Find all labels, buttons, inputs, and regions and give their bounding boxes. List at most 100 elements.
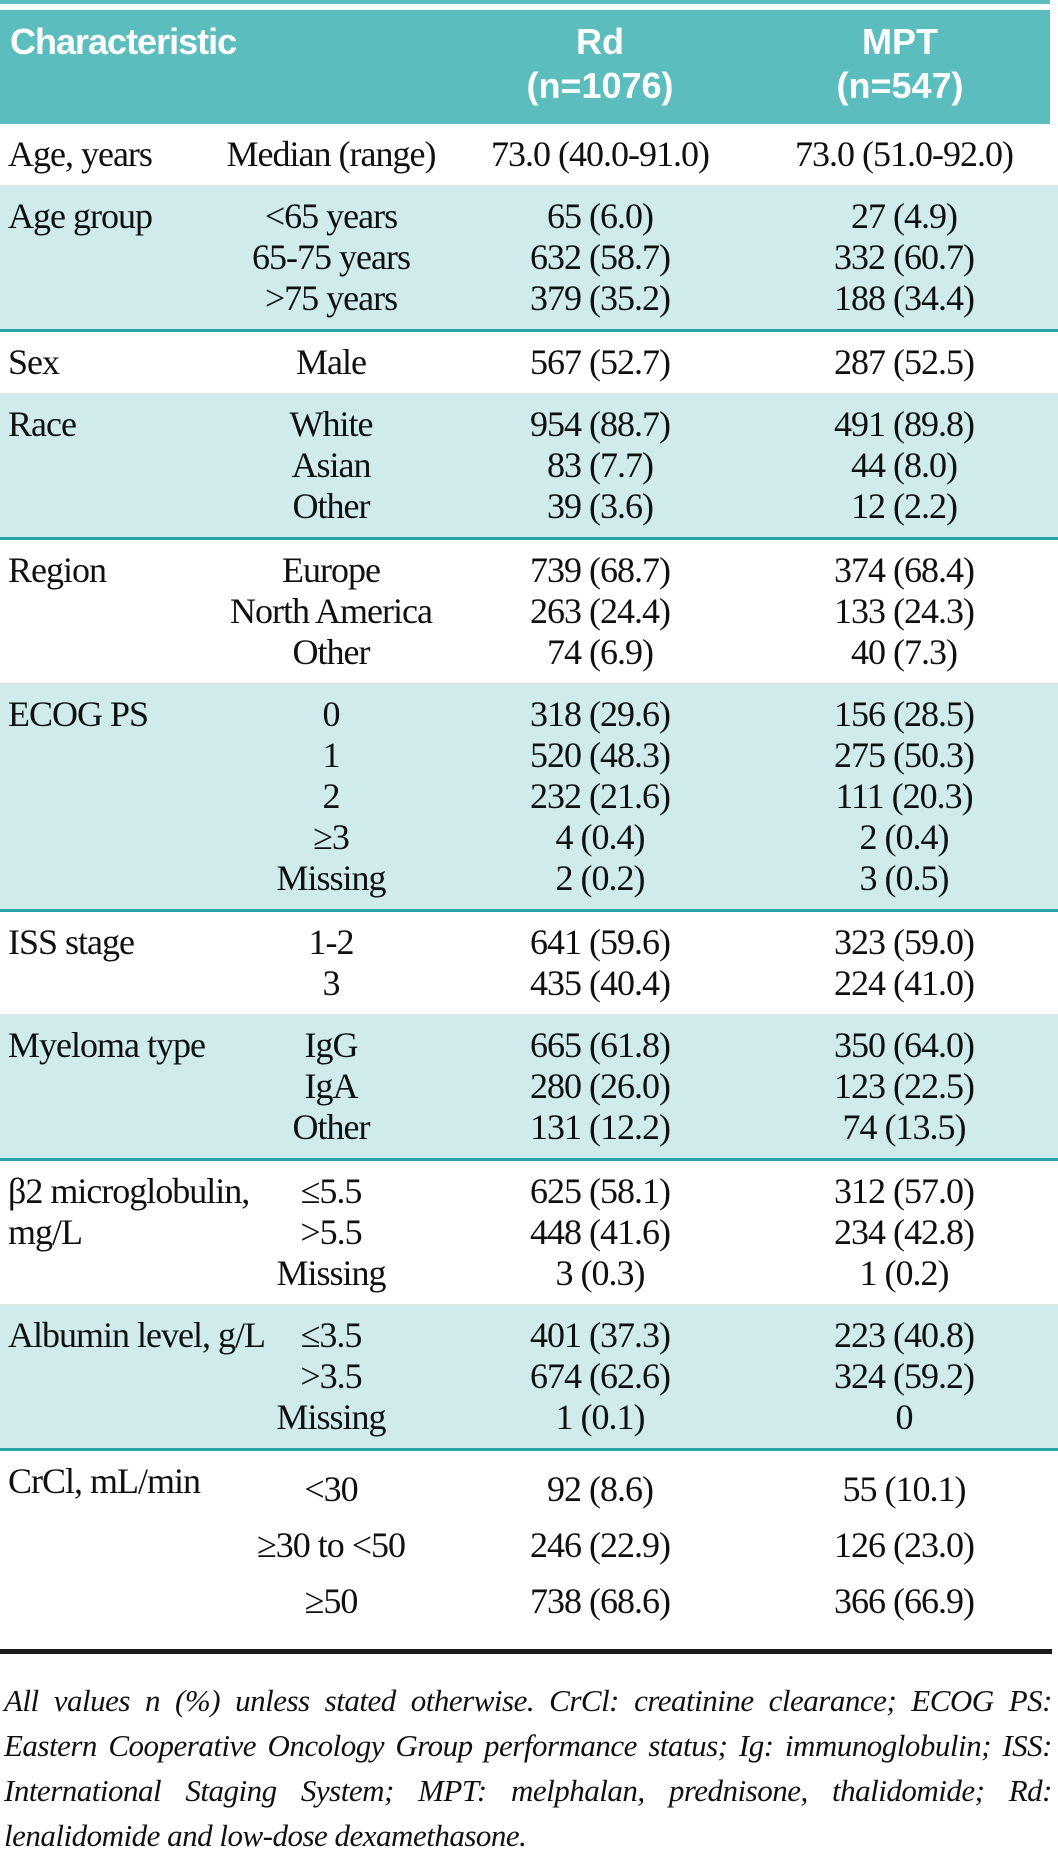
row-mpt-value: 44 (8.0) bbox=[851, 445, 958, 485]
row-subcategory: IgA bbox=[304, 1066, 359, 1106]
row-mpt-value: 188 (34.4) bbox=[834, 278, 975, 318]
table-top-rule bbox=[0, 0, 1050, 4]
header-characteristic: Characteristic bbox=[10, 21, 237, 62]
row-subcategory: Other bbox=[292, 1107, 371, 1147]
table-row: ≥50 738 (68.6) 366 (66.9) bbox=[212, 1573, 1058, 1629]
row-rd-value: 4 (0.4) bbox=[555, 817, 646, 857]
row-mpt-value: 74 (13.5) bbox=[842, 1107, 967, 1147]
section-label: Region bbox=[8, 550, 107, 590]
section-rows: Median (range) 73.0 (40.0-91.0) 73.0 (51.0… bbox=[212, 134, 1058, 175]
section-label: Age group bbox=[8, 196, 153, 236]
section-rows: 0 318 (29.6) 156 (28.5) 1 520 (48.3) 275 (50.… bbox=[212, 694, 1058, 899]
section-label: ECOG PS bbox=[8, 694, 149, 734]
section-rows: ≤5.5 625 (58.1) 312 (57.0) >5.5 448 (41.6) 23… bbox=[212, 1171, 1058, 1294]
row-subcategory: Male bbox=[296, 342, 367, 382]
section-rows: <30 92 (8.6) 55 (10.1) ≥30 to <50 246 (22.9)… bbox=[212, 1461, 1058, 1629]
header-rd-column: Rd (n=1076) bbox=[450, 20, 750, 108]
row-subcategory: Missing bbox=[276, 1253, 386, 1293]
table-row: Europe 739 (68.7) 374 (68.4) bbox=[212, 550, 1058, 591]
section-label: Race bbox=[8, 404, 77, 444]
row-subcategory: White bbox=[289, 404, 374, 444]
row-rd-value: 435 (40.4) bbox=[530, 963, 671, 1003]
table-section: β2 microglobulin, mg/L ≤5.5 625 (58.1) 312 … bbox=[0, 1161, 1058, 1304]
row-subcategory: Missing bbox=[276, 858, 386, 898]
section-label: CrCl, mL/min bbox=[8, 1461, 201, 1501]
table-row: Other 131 (12.2) 74 (13.5) bbox=[212, 1107, 1058, 1148]
row-rd-value: 92 (8.6) bbox=[547, 1469, 654, 1509]
row-subcategory: >3.5 bbox=[300, 1356, 362, 1396]
row-subcategory: 0 bbox=[322, 694, 341, 734]
row-rd-value: 232 (21.6) bbox=[530, 776, 671, 816]
table-row: 1 520 (48.3) 275 (50.3) bbox=[212, 735, 1058, 776]
row-rd-value: 73.0 (40.0-91.0) bbox=[491, 134, 710, 174]
row-mpt-value: 123 (22.5) bbox=[834, 1066, 975, 1106]
row-subcategory: IgG bbox=[304, 1025, 359, 1065]
footnote-divider-rule bbox=[0, 1649, 1052, 1654]
row-mpt-value: 350 (64.0) bbox=[834, 1025, 975, 1065]
table-body: Age, years Median (range) 73.0 (40.0-91.0)… bbox=[0, 124, 1058, 1639]
table-row: North America 263 (24.4) 133 (24.3) bbox=[212, 591, 1058, 632]
row-mpt-value: 223 (40.8) bbox=[834, 1315, 975, 1355]
header-mpt-column: MPT (n=547) bbox=[750, 20, 1050, 108]
table-row: Missing 3 (0.3) 1 (0.2) bbox=[212, 1253, 1058, 1294]
header-rd-count: (n=1076) bbox=[526, 65, 674, 106]
row-subcategory: ≥50 bbox=[304, 1581, 359, 1621]
row-rd-value: 39 (3.6) bbox=[547, 486, 654, 526]
row-subcategory: ≤5.5 bbox=[300, 1171, 363, 1211]
row-subcategory: 2 bbox=[322, 776, 341, 816]
row-rd-value: 739 (68.7) bbox=[530, 550, 671, 590]
table-row: Missing 2 (0.2) 3 (0.5) bbox=[212, 858, 1058, 899]
row-mpt-value: 111 (20.3) bbox=[835, 776, 973, 816]
table-row: ≤3.5 401 (37.3) 223 (40.8) bbox=[212, 1315, 1058, 1356]
row-subcategory: Other bbox=[292, 486, 371, 526]
table-row: Other 39 (3.6) 12 (2.2) bbox=[212, 486, 1058, 527]
table-row: IgG 665 (61.8) 350 (64.0) bbox=[212, 1025, 1058, 1066]
row-rd-value: 954 (88.7) bbox=[530, 404, 671, 444]
header-rd-label: Rd bbox=[576, 21, 624, 62]
row-rd-value: 448 (41.6) bbox=[530, 1212, 671, 1252]
row-mpt-value: 491 (89.8) bbox=[834, 404, 975, 444]
row-mpt-value: 40 (7.3) bbox=[851, 632, 958, 672]
row-mpt-value: 324 (59.2) bbox=[834, 1356, 975, 1396]
table-section: ECOG PS 0 318 (29.6) 156 (28.5) 1 520 (48.3) 2… bbox=[0, 683, 1058, 912]
section-rows: Europe 739 (68.7) 374 (68.4) North America 2… bbox=[212, 550, 1058, 673]
section-rows: White 954 (88.7) 491 (89.8) Asian 83 (7.7) 44… bbox=[212, 404, 1058, 527]
table-row: Male 567 (52.7) 287 (52.5) bbox=[212, 342, 1058, 383]
row-subcategory: Europe bbox=[282, 550, 381, 590]
row-mpt-value: 27 (4.9) bbox=[851, 196, 958, 236]
table-section: ISS stage 1-2 641 (59.6) 323 (59.0) 3 435 (40… bbox=[0, 912, 1058, 1014]
table-header-row: Characteristic Rd (n=1076) MPT (n=547) bbox=[0, 10, 1050, 124]
row-subcategory: 1-2 bbox=[308, 922, 355, 962]
row-rd-value: 74 (6.9) bbox=[547, 632, 654, 672]
table-row: 0 318 (29.6) 156 (28.5) bbox=[212, 694, 1058, 735]
row-rd-value: 1 (0.1) bbox=[555, 1397, 646, 1437]
row-rd-value: 65 (6.0) bbox=[547, 196, 654, 236]
row-subcategory: ≥30 to <50 bbox=[256, 1525, 406, 1565]
row-mpt-value: 126 (23.0) bbox=[834, 1525, 975, 1565]
header-spacer bbox=[212, 20, 450, 108]
row-rd-value: 246 (22.9) bbox=[530, 1525, 671, 1565]
table-row: 2 232 (21.6) 111 (20.3) bbox=[212, 776, 1058, 817]
row-mpt-value: 275 (50.3) bbox=[834, 735, 975, 775]
row-mpt-value: 156 (28.5) bbox=[834, 694, 975, 734]
row-mpt-value: 234 (42.8) bbox=[834, 1212, 975, 1252]
table-row: Missing 1 (0.1) 0 bbox=[212, 1397, 1058, 1438]
header-mpt-count: (n=547) bbox=[836, 65, 964, 106]
row-rd-value: 567 (52.7) bbox=[530, 342, 671, 382]
section-label: β2 microglobulin, mg/L bbox=[8, 1171, 250, 1252]
table-row: Asian 83 (7.7) 44 (8.0) bbox=[212, 445, 1058, 486]
row-subcategory: Median (range) bbox=[226, 134, 437, 174]
section-rows: <65 years 65 (6.0) 27 (4.9) 65-75 years 632 … bbox=[212, 196, 1058, 319]
table-row: ≤5.5 625 (58.1) 312 (57.0) bbox=[212, 1171, 1058, 1212]
row-rd-value: 674 (62.6) bbox=[530, 1356, 671, 1396]
row-rd-value: 401 (37.3) bbox=[530, 1315, 671, 1355]
row-rd-value: 632 (58.7) bbox=[530, 237, 671, 277]
row-rd-value: 665 (61.8) bbox=[530, 1025, 671, 1065]
row-mpt-value: 366 (66.9) bbox=[834, 1581, 975, 1621]
table-section: Sex Male 567 (52.7) 287 (52.5) bbox=[0, 332, 1058, 393]
row-subcategory: <65 years bbox=[264, 196, 398, 236]
section-rows: 1-2 641 (59.6) 323 (59.0) 3 435 (40.4) 224 (4… bbox=[212, 922, 1058, 1004]
row-subcategory: 65-75 years bbox=[252, 237, 411, 277]
row-subcategory: 1 bbox=[322, 735, 341, 775]
